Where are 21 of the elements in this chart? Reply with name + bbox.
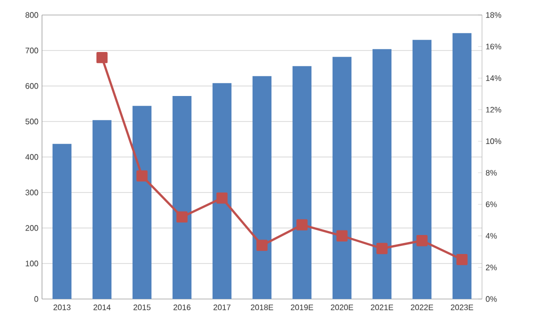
point: [336, 230, 348, 242]
bar: [412, 40, 432, 299]
point: [176, 211, 188, 223]
bar: [172, 96, 192, 299]
point: [416, 235, 428, 246]
point: [296, 219, 308, 230]
point: [456, 254, 468, 266]
point: [216, 192, 228, 204]
point: [256, 240, 268, 251]
bar: [132, 106, 152, 299]
bar: [372, 49, 392, 299]
bar: [292, 66, 312, 299]
point: [96, 52, 108, 64]
bar: [212, 83, 232, 299]
bar: [52, 144, 72, 299]
point: [376, 242, 388, 254]
bar: [452, 33, 472, 299]
point: [136, 170, 148, 182]
bar: [332, 56, 352, 299]
bar: [252, 76, 272, 299]
bar: [92, 120, 112, 299]
